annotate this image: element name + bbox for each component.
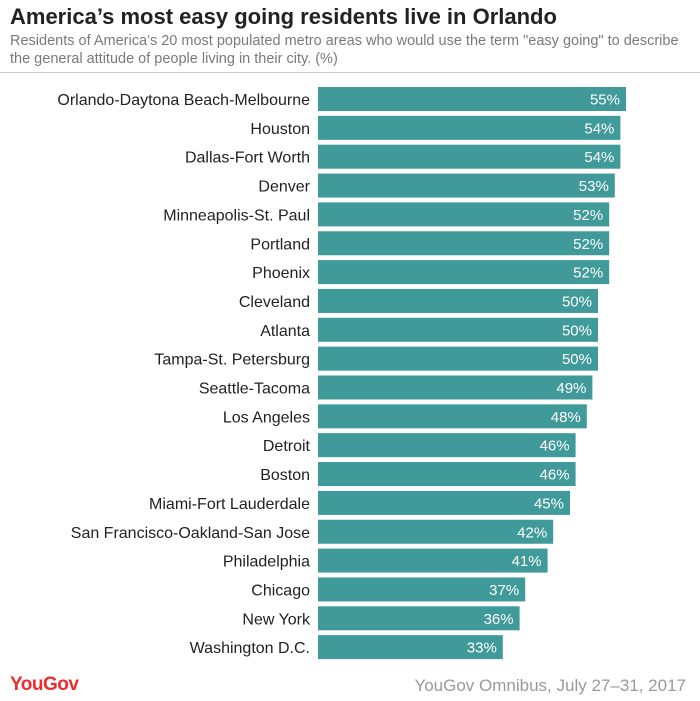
bar xyxy=(318,115,621,140)
chart-subtitle: Residents of America’s 20 most populated… xyxy=(10,33,679,67)
bar xyxy=(318,490,570,515)
value-label: 46% xyxy=(540,467,570,484)
source-note: YouGov Omnibus, July 27–31, 2017 xyxy=(414,676,686,695)
category-label: Orlando-Daytona Beach-Melbourne xyxy=(57,92,310,109)
category-label: Detroit xyxy=(263,438,311,455)
bar xyxy=(318,87,626,111)
value-label: 41% xyxy=(512,553,542,570)
yougov-logo: YouGov xyxy=(10,674,79,695)
bar xyxy=(318,519,554,544)
category-label: Chicago xyxy=(251,582,310,599)
category-label: Boston xyxy=(260,467,310,484)
bar xyxy=(318,548,548,573)
value-label: 50% xyxy=(562,293,592,310)
value-label: 50% xyxy=(562,322,592,339)
value-label: 55% xyxy=(590,92,620,109)
bar xyxy=(318,260,610,285)
value-label: 46% xyxy=(540,438,570,455)
category-label: Atlanta xyxy=(260,323,310,340)
value-label: 37% xyxy=(489,582,519,599)
category-label: Dallas-Fort Worth xyxy=(185,150,310,167)
value-label: 49% xyxy=(556,380,586,397)
value-label: 42% xyxy=(517,524,547,541)
value-label: 33% xyxy=(467,640,497,657)
category-label: Phoenix xyxy=(252,265,310,282)
bar xyxy=(318,375,593,400)
bar xyxy=(318,462,576,487)
category-label: Portland xyxy=(250,236,310,253)
value-label: 48% xyxy=(551,409,581,426)
category-label: Los Angeles xyxy=(223,409,310,426)
value-label: 52% xyxy=(573,265,603,282)
bar xyxy=(318,202,610,227)
value-label: 52% xyxy=(573,207,603,224)
category-label: San Francisco-Oakland-San Jose xyxy=(71,525,310,542)
bar xyxy=(318,144,621,169)
value-label: 54% xyxy=(584,149,614,166)
bar xyxy=(318,635,503,660)
category-label: New York xyxy=(242,611,311,628)
bar-chart: Orlando-Daytona Beach-Melbourne 55% Housto… xyxy=(57,87,626,660)
bar xyxy=(318,231,610,256)
category-label: Washington D.C. xyxy=(190,640,310,657)
category-label: Minneapolis-St. Paul xyxy=(163,207,310,224)
bar xyxy=(318,317,598,342)
value-label: 53% xyxy=(579,178,609,195)
category-label: Miami-Fort Lauderdale xyxy=(149,496,310,513)
bar xyxy=(318,606,520,631)
category-label: Tampa-St. Petersburg xyxy=(154,352,310,369)
value-label: 36% xyxy=(484,611,514,628)
value-label: 54% xyxy=(584,120,614,137)
chart-title: America’s most easy going residents live… xyxy=(10,4,557,29)
category-label: Denver xyxy=(258,179,310,196)
category-label: Seattle-Tacoma xyxy=(199,381,310,398)
bar xyxy=(318,433,576,458)
header-divider xyxy=(0,72,700,73)
category-label: Philadelphia xyxy=(223,554,310,571)
bar xyxy=(318,173,615,198)
bar xyxy=(318,577,526,602)
bar xyxy=(318,288,598,313)
bar xyxy=(318,346,598,371)
value-label: 50% xyxy=(562,351,592,368)
value-label: 45% xyxy=(534,495,564,512)
category-label: Houston xyxy=(250,121,310,138)
value-label: 52% xyxy=(573,236,603,253)
category-label: Cleveland xyxy=(239,294,310,311)
bar xyxy=(318,404,587,429)
